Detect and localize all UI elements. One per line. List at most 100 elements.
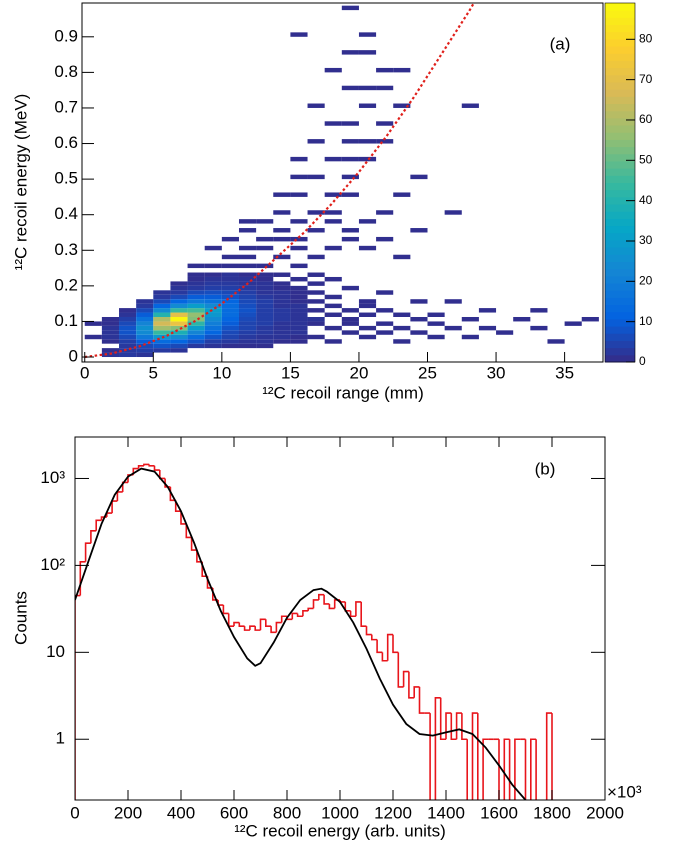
heatmap-cell [341, 85, 359, 91]
colorbar-band [605, 333, 635, 341]
heatmap-cell [256, 312, 274, 317]
heatmap-cell [324, 210, 342, 215]
heatmap-cell [496, 330, 514, 335]
heatmap-cell [307, 290, 325, 295]
heatmap-cell [341, 228, 359, 233]
heatmap-cell [170, 321, 188, 326]
y-axis-title: ¹²C recoil energy (MeV) [11, 94, 30, 271]
heatmap-cell [204, 281, 222, 286]
heatmap-cell [273, 339, 291, 344]
heatmap-cell [290, 263, 308, 269]
heatmap-cell [581, 316, 599, 322]
heatmap-cell [410, 316, 428, 322]
colorbar-band [605, 96, 635, 105]
y-tick-label: 0.1 [54, 311, 78, 330]
heatmap-cell [256, 290, 274, 295]
colorbar-tick-label: 70 [639, 72, 653, 86]
heatmap-cell [221, 294, 239, 300]
heatmap-cell [136, 303, 154, 309]
heatmap-cell [256, 330, 274, 335]
histogram-bin [318, 593, 325, 600]
heatmap-cell [341, 174, 359, 180]
heatmap-cell [153, 330, 171, 335]
x-tick-label: 1000 [321, 803, 359, 822]
heatmap-cell [290, 325, 308, 331]
heatmap-cell [341, 139, 359, 144]
frame [81, 2, 604, 363]
heatmap-cell [238, 312, 257, 317]
heatmap-cell [170, 312, 188, 317]
heatmap-cell [393, 312, 411, 317]
heatmap-cell [341, 285, 359, 291]
heatmap-cell [170, 316, 188, 322]
x-tick-label: 1400 [427, 803, 465, 822]
heatmap-cell [307, 281, 325, 286]
heatmap-cell [170, 299, 188, 304]
heatmap-cell [376, 85, 394, 91]
colorbar-band [605, 153, 635, 162]
colorbar-tick-label: 60 [639, 112, 653, 126]
heatmap-cell [358, 85, 377, 91]
heatmap-cell [290, 303, 308, 309]
colorbar-band [605, 211, 635, 219]
heatmap-cell [256, 281, 274, 286]
x-tick-label: 0 [70, 803, 79, 822]
heatmap-cell [393, 339, 411, 344]
colorbar-band [605, 89, 635, 97]
histogram-bin [535, 739, 537, 800]
histogram-bin [143, 463, 150, 466]
heatmap-cell [119, 330, 137, 335]
heatmap-cell [238, 285, 257, 291]
heatmap-cell [170, 290, 188, 295]
heatmap-cell [290, 276, 308, 282]
heatmap-cell [221, 276, 239, 282]
heatmap-cell [238, 303, 257, 309]
heatmap-cell [273, 325, 291, 331]
heatmap-cell [238, 219, 257, 224]
histogram-bin [180, 511, 187, 525]
heatmap-cell [238, 294, 257, 300]
heatmap-cell [341, 50, 359, 55]
heatmap-cell [290, 32, 308, 37]
histogram-bin [545, 712, 552, 800]
heatmap-cell [221, 236, 239, 242]
heatmap-cell [341, 321, 359, 326]
histogram-bin [482, 738, 489, 800]
histogram-bin [323, 594, 330, 605]
histogram-bin [376, 639, 383, 654]
heatmap-cell [153, 290, 171, 295]
heatmap-cell [238, 263, 257, 269]
histogram-bin [439, 697, 446, 741]
heatmap-cell [341, 5, 359, 11]
heatmap-cell [238, 245, 257, 251]
heatmap-cell [393, 192, 411, 197]
heatmap-cell [461, 103, 479, 108]
heatmap-cell [204, 308, 222, 313]
histogram-bin [95, 519, 102, 531]
heatmap-cell [393, 254, 411, 260]
histogram-bin [185, 523, 192, 539]
range-energy-curve [84, 3, 476, 359]
heatmap-cell [273, 321, 291, 326]
heatmap-cell [324, 325, 342, 331]
heatmap-cell [119, 312, 137, 317]
histogram-bin [270, 626, 277, 634]
heatmap-cell [136, 325, 154, 331]
histogram-bin [386, 633, 393, 661]
heatmap-cell [136, 334, 154, 340]
colorbar-band [605, 247, 635, 255]
heatmap-cell [273, 228, 291, 233]
annotation: (a) [550, 34, 571, 53]
heatmap-cell [256, 334, 274, 340]
colorbar-band [605, 46, 635, 54]
heatmap-cell [170, 348, 188, 353]
heatmap-cell [307, 321, 325, 326]
heatmap-cell [290, 285, 308, 291]
heatmap-cell [221, 290, 239, 295]
heatmap-cell [187, 334, 205, 340]
colorbar-frame [604, 2, 636, 363]
heatmap-cell [273, 210, 291, 215]
colorbar-band [605, 261, 635, 270]
heatmap-cell [187, 343, 205, 349]
heatmap-cell [238, 321, 257, 326]
